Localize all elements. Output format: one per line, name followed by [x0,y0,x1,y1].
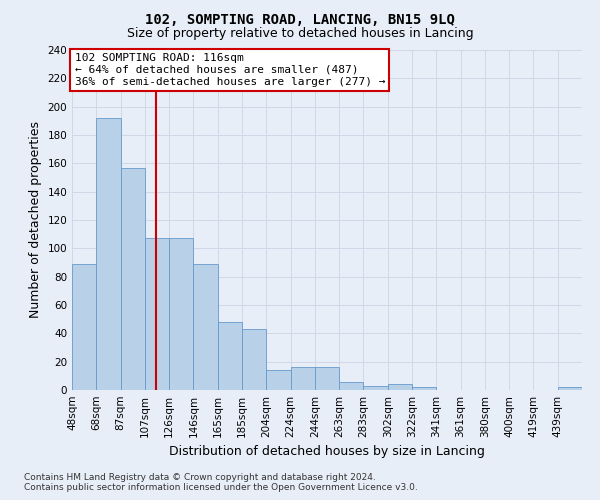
Bar [193,264,218,390]
X-axis label: Distribution of detached houses by size in Lancing: Distribution of detached houses by size … [169,446,485,458]
Bar [242,329,266,390]
Bar [558,387,582,390]
Bar [218,322,242,390]
Bar [169,238,193,390]
Bar [412,387,436,390]
Text: Contains HM Land Registry data © Crown copyright and database right 2024.
Contai: Contains HM Land Registry data © Crown c… [24,473,418,492]
Text: Size of property relative to detached houses in Lancing: Size of property relative to detached ho… [127,28,473,40]
Bar [72,264,96,390]
Bar [96,118,121,390]
Bar [339,382,364,390]
Text: 102 SOMPTING ROAD: 116sqm
← 64% of detached houses are smaller (487)
36% of semi: 102 SOMPTING ROAD: 116sqm ← 64% of detac… [74,54,385,86]
Bar [290,368,315,390]
Bar [388,384,412,390]
Bar [121,168,145,390]
Bar [266,370,290,390]
Bar [364,386,388,390]
Bar [145,238,169,390]
Bar [315,368,339,390]
Text: 102, SOMPTING ROAD, LANCING, BN15 9LQ: 102, SOMPTING ROAD, LANCING, BN15 9LQ [145,12,455,26]
Y-axis label: Number of detached properties: Number of detached properties [29,122,42,318]
